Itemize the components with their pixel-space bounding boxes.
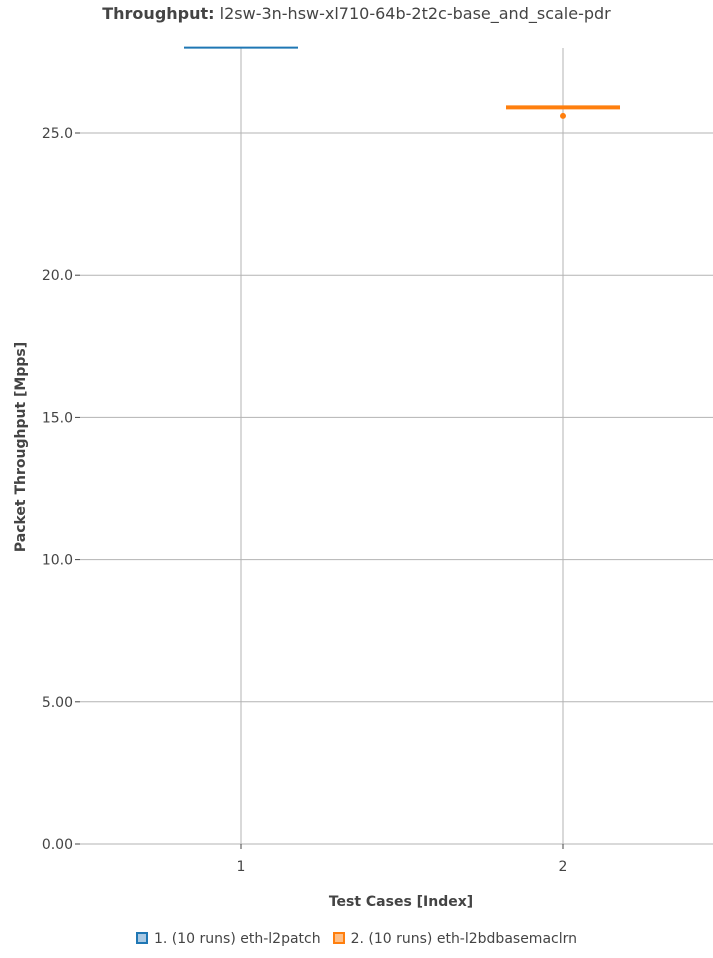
y-axis-label: Packet Throughput [Mpps] — [13, 342, 29, 552]
y-tick-label: 20.0 — [42, 268, 73, 284]
legend-label: 1. (10 runs) eth-l2patch — [154, 931, 321, 947]
y-tick-label: 5.00 — [42, 695, 73, 711]
outlier-point-series-2 — [560, 112, 566, 119]
x-tick-label: 2 — [559, 859, 568, 875]
chart-title: Throughput: l2sw-3n-hsw-xl710-64b-2t2c-b… — [0, 4, 713, 23]
y-tick-label: 15.0 — [42, 410, 73, 426]
y-axis-ticks: 0.00 5.00 10.0 15.0 20.0 25.0 — [42, 126, 80, 853]
y-tick-label: 25.0 — [42, 126, 73, 142]
x-axis-label: Test Cases [Index] — [329, 894, 473, 910]
y-tick-label: 10.0 — [42, 553, 73, 569]
legend-swatch — [332, 932, 345, 944]
y-tick-label: 0.00 — [42, 837, 73, 853]
chart-title-rest: l2sw-3n-hsw-xl710-64b-2t2c-base_and_scal… — [219, 4, 611, 23]
grid-lines — [80, 48, 713, 845]
legend-item-2[interactable]: 2. (10 runs) eth-l2bdbasemaclrn — [332, 931, 577, 947]
x-tick-label: 1 — [237, 859, 246, 875]
chart-title-bold: Throughput: — [102, 4, 215, 23]
legend: 1. (10 runs) eth-l2patch 2. (10 runs) eth… — [0, 931, 713, 947]
legend-swatch — [136, 932, 148, 944]
legend-item-1[interactable]: 1. (10 runs) eth-l2patch — [136, 931, 321, 947]
chart-marks — [184, 46, 620, 119]
legend-label: 2. (10 runs) eth-l2bdbasemaclrn — [350, 931, 577, 947]
